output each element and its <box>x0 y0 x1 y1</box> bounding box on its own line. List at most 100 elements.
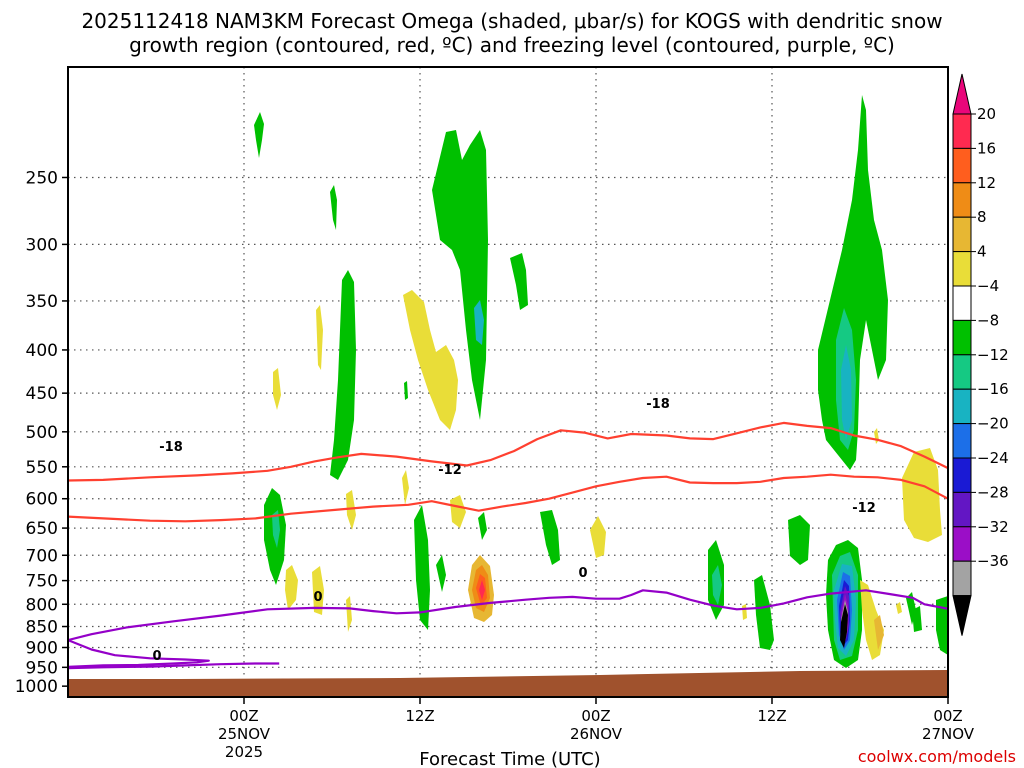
colorbar-label: −36 <box>977 552 1009 570</box>
y-tick-label: 950 <box>26 658 58 678</box>
y-tick-label: 650 <box>26 519 58 539</box>
x-tick-label: 26NOV <box>570 725 623 743</box>
contour-label-zero-low: 0 <box>152 649 161 664</box>
omega-area <box>285 565 298 610</box>
omega-area-core <box>840 604 848 648</box>
colorbar-segment <box>952 147 972 184</box>
colorbar-label: −28 <box>977 483 1009 501</box>
omega-area <box>414 505 430 630</box>
omega-area <box>450 495 466 528</box>
colorbar-label: −24 <box>977 449 1009 467</box>
colorbar-segment <box>952 388 972 425</box>
omega-area <box>478 512 487 540</box>
dgz-minus12-contour <box>68 473 948 523</box>
colorbar-label: −16 <box>977 380 1009 398</box>
omega-area <box>712 565 722 605</box>
plot-area <box>68 67 948 697</box>
credit-text: coolwx.com/models <box>858 747 1016 766</box>
colorbar-label: 12 <box>977 174 996 192</box>
omega-area <box>436 555 446 592</box>
colorbar-label: −4 <box>977 277 999 295</box>
chart-title-line2: growth region (contoured, red, ºC) and f… <box>129 33 895 57</box>
contour-labels: -18 -18 -12 -12 0 0 0 <box>152 397 875 664</box>
omega-area <box>432 130 488 420</box>
y-tick-label: 600 <box>26 490 58 510</box>
omega-area <box>479 580 485 600</box>
omega-area <box>404 381 408 400</box>
colorbar-segment <box>952 251 972 287</box>
colorbar-segment <box>952 354 972 390</box>
omega-area <box>788 515 810 565</box>
colorbar-label: 4 <box>977 243 987 261</box>
freezing-level-main-contour <box>68 589 948 668</box>
x-tick-label: 00Z <box>229 707 258 725</box>
omega-area <box>254 112 264 158</box>
y-axis: 2503003504004505005506006507007508008509… <box>15 168 68 697</box>
x-tick-label: 00Z <box>933 707 962 725</box>
omega-shading <box>254 95 948 668</box>
y-tick-label: 700 <box>26 546 58 566</box>
omega-area <box>936 596 948 655</box>
x-tick-label: 00Z <box>581 707 610 725</box>
colorbar-label: −20 <box>977 415 1009 433</box>
colorbar-bottom-arrow <box>952 595 972 636</box>
colorbar-segment <box>952 457 972 493</box>
omega-area <box>902 448 942 542</box>
omega-area <box>896 602 902 614</box>
x-tick-label: 12Z <box>757 707 786 725</box>
colorbar-segment <box>952 182 972 218</box>
y-tick-label: 350 <box>26 292 58 312</box>
x-tick-label: 25NOV <box>218 725 271 743</box>
omega-area <box>510 253 528 310</box>
y-tick-label: 500 <box>26 423 58 443</box>
contour-label-zero-left: 0 <box>313 590 322 605</box>
colorbar-segment <box>952 423 972 459</box>
contour-label-minus18-right: -18 <box>646 397 670 412</box>
colorbar-segment <box>952 113 972 149</box>
colorbar-label: −12 <box>977 346 1009 364</box>
colorbar-label: −32 <box>977 518 1009 536</box>
omega-area <box>590 516 606 558</box>
freezing-level-low-contour <box>68 662 280 670</box>
omega-area <box>346 490 356 530</box>
colorbar-label: 20 <box>977 105 996 123</box>
terrain-ground <box>68 670 948 697</box>
omega-area <box>273 368 281 410</box>
y-tick-label: 750 <box>26 572 58 592</box>
omega-area <box>754 575 774 650</box>
omega-area <box>330 270 356 480</box>
colorbar-segment <box>952 285 972 321</box>
x-tick-label: 2025 <box>225 743 263 761</box>
contour-lines <box>68 421 948 670</box>
omega-area <box>874 300 884 340</box>
omega-area <box>272 510 280 548</box>
colorbar-segment <box>952 216 972 253</box>
colorbar-label: 8 <box>977 208 987 226</box>
omega-area <box>474 300 484 345</box>
y-tick-label: 400 <box>26 341 58 361</box>
omega-area <box>330 185 337 230</box>
x-tick-label: 27NOV <box>922 725 975 743</box>
contour-label-minus18-left: -18 <box>159 440 183 455</box>
colorbar-segment <box>952 319 972 356</box>
colorbar-segment <box>952 526 972 562</box>
omega-area <box>874 615 884 650</box>
y-tick-label: 900 <box>26 638 58 658</box>
colorbar-segment <box>952 491 972 528</box>
contour-label-zero-right: 0 <box>578 566 587 581</box>
colorbar-label: −8 <box>977 311 999 329</box>
colorbar-segment <box>952 560 972 597</box>
omega-area <box>346 596 352 632</box>
omega-area <box>841 345 852 440</box>
omega-area <box>402 470 409 505</box>
x-axis-label: Forecast Time (UTC) <box>419 749 600 768</box>
colorbar-top-arrow <box>952 73 972 115</box>
omega-area <box>912 606 922 632</box>
omega-area <box>316 305 323 370</box>
chart-title-line1: 2025112418 NAM3KM Forecast Omega (shaded… <box>81 9 942 33</box>
x-tick-label: 12Z <box>405 707 434 725</box>
omega-area <box>403 290 458 430</box>
y-tick-label: 550 <box>26 458 58 478</box>
contour-label-minus12-right: -12 <box>852 501 876 516</box>
